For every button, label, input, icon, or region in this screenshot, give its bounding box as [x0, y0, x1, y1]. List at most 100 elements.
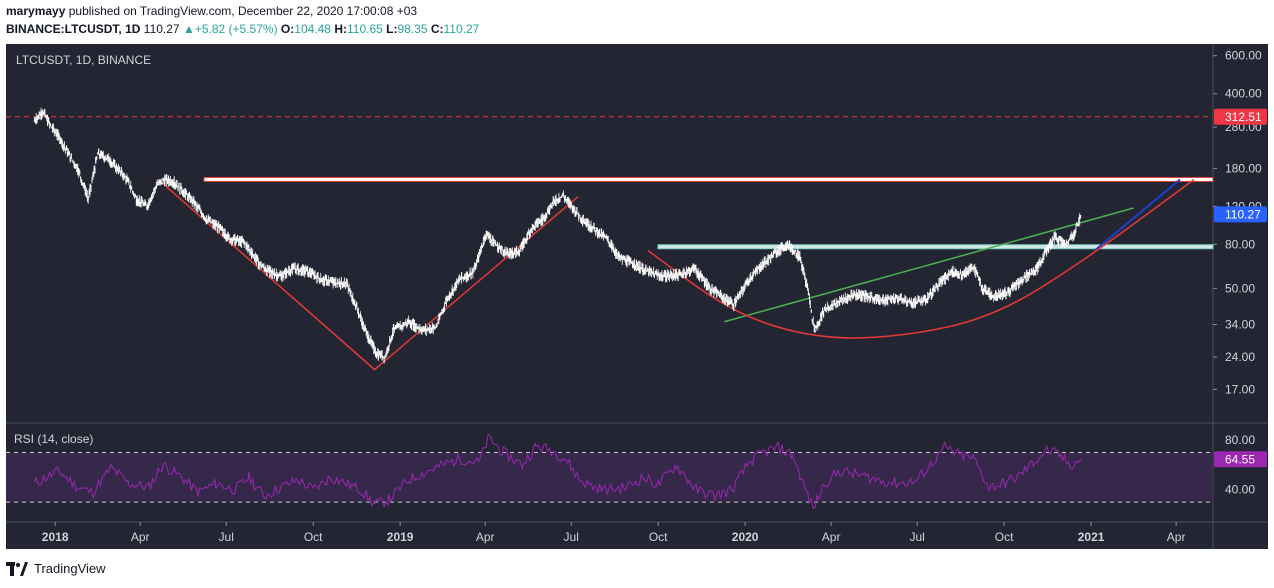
candle-body [1064, 240, 1066, 244]
candle-body [237, 240, 240, 242]
candle-body [1063, 239, 1065, 243]
candle-body [224, 233, 226, 239]
candle-body [52, 123, 54, 130]
candle-body [250, 251, 252, 255]
candle-body [995, 289, 997, 296]
candle-body [857, 294, 859, 300]
high-value: 110.65 [346, 22, 383, 36]
candle-body [108, 159, 110, 164]
candle-body [151, 193, 154, 196]
candle-body [356, 301, 358, 308]
candle-body [817, 320, 819, 324]
candle-body [540, 220, 542, 222]
author-name: marymayy [6, 4, 66, 18]
candle-body [95, 156, 97, 163]
candle-body [333, 279, 335, 283]
x-tick-label: 2021 [1078, 530, 1105, 544]
candle-body [46, 115, 48, 119]
candle-body [720, 292, 723, 297]
candle-body [155, 185, 157, 189]
candle-body [708, 284, 710, 288]
candle-body [864, 289, 866, 296]
candle-body [440, 313, 442, 316]
candle-body [1018, 282, 1020, 285]
candle-body [249, 249, 251, 251]
candle-body [744, 285, 746, 287]
candle-body [171, 181, 173, 188]
candle-body [668, 275, 671, 278]
candle-body [140, 196, 142, 203]
candle-body [749, 277, 751, 279]
candle-body [745, 279, 747, 285]
candle-body [878, 299, 880, 306]
candle-body [1065, 241, 1068, 244]
candle-body [73, 162, 75, 167]
candle-body [603, 233, 605, 237]
candle-body [599, 233, 602, 237]
candle-body [322, 277, 324, 280]
candle-body [815, 325, 817, 329]
candle-body [849, 296, 851, 298]
candle-body [92, 173, 94, 177]
candle-body [306, 265, 309, 272]
candle-body [436, 324, 438, 327]
y-tick-label: 180.00 [1225, 161, 1262, 175]
candle-body [920, 301, 922, 306]
candle-body [659, 275, 661, 281]
candle-body [347, 285, 349, 288]
candle-body [471, 272, 473, 274]
candle-body [665, 275, 667, 283]
candle-body [359, 313, 362, 318]
candle-body [69, 156, 71, 163]
candle-body [924, 294, 926, 301]
candle-body [480, 247, 483, 249]
x-tick-label: Oct [304, 530, 323, 544]
candle-body [410, 323, 413, 330]
candle-body [873, 297, 875, 300]
candle-body [765, 261, 767, 263]
candle-body [960, 271, 962, 274]
candle-body [508, 253, 510, 257]
candle-body [851, 295, 853, 298]
candle-body [575, 211, 577, 215]
candle-body [264, 268, 266, 272]
candle-body [592, 226, 594, 229]
candle-body [935, 282, 937, 288]
candle-body [762, 261, 764, 264]
candle-body [492, 235, 494, 242]
candle-body [772, 250, 775, 255]
candle-body [913, 300, 915, 303]
candle-body [451, 288, 453, 292]
candle-body [824, 308, 827, 311]
candle-body [675, 268, 677, 275]
candle-body [75, 163, 77, 166]
candle-body [549, 205, 552, 208]
candle-body [1079, 214, 1081, 220]
candle-body [556, 198, 558, 200]
candle-body [949, 273, 951, 276]
candle-body [159, 179, 161, 183]
x-tick-label: Apr [476, 530, 495, 544]
candle-body [484, 236, 486, 241]
candle-body [162, 177, 164, 181]
candle-body [361, 322, 363, 330]
candle-body [464, 276, 466, 279]
candle-body [736, 296, 739, 299]
close-value: 110.27 [443, 22, 480, 36]
candle-body [308, 268, 311, 273]
candle-body [257, 262, 259, 270]
candle-body [432, 324, 434, 328]
candle-body [841, 297, 844, 301]
candle-body [101, 151, 104, 157]
candle-body [1054, 235, 1056, 237]
candle-body [564, 198, 567, 200]
candle-body [414, 325, 416, 333]
candle-body [239, 241, 242, 247]
candle-body [110, 161, 112, 168]
candle-body [444, 303, 447, 305]
candle-body [917, 295, 919, 302]
candle-body [267, 264, 269, 271]
candle-body [527, 231, 529, 236]
candle-body [791, 249, 793, 255]
